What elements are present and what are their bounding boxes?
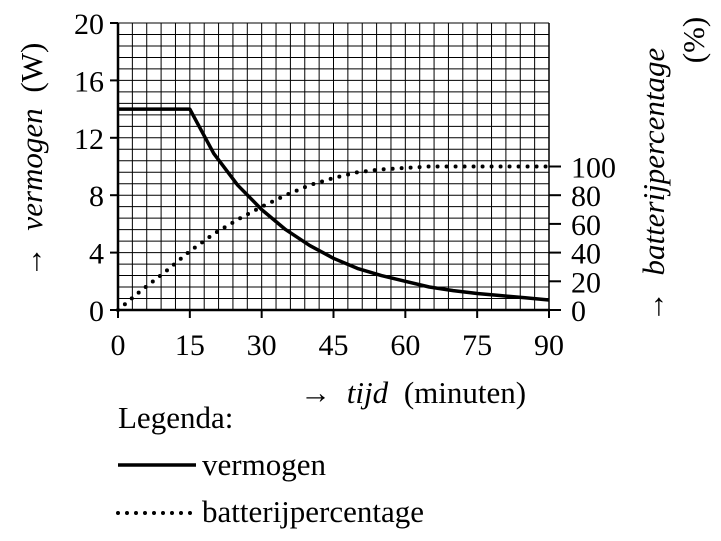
svg-text:→ vermogen (W): → vermogen (W) — [14, 43, 49, 278]
x-label: → tijd (minuten) — [300, 375, 526, 410]
y-right-label: → batterijpercentage — [636, 47, 671, 322]
x-tick-label: 75 — [462, 329, 492, 362]
y-right-tick-label: 20 — [571, 266, 601, 299]
legend: Legenda: vermogen batterijpercentage — [116, 400, 424, 529]
x-label-arrow: → — [300, 375, 331, 410]
legend-title: Legenda: — [118, 400, 233, 435]
series-line-vermogen — [118, 107, 550, 302]
legend-label-batterijpercentage: batterijpercentage — [202, 494, 424, 529]
y-left-tick-label: 12 — [74, 123, 104, 156]
y-right-tick-label: 0 — [571, 295, 586, 328]
y-right-tick-label: 100 — [571, 152, 616, 185]
x-tick-label: 0 — [111, 329, 126, 362]
y-right-label-unit: (%) — [676, 17, 711, 63]
y-left-tick-label: 0 — [89, 295, 104, 328]
svg-text:→ batterijpercentage: → batterijpercentage — [636, 47, 671, 322]
y-left-tick-label: 20 — [74, 8, 104, 41]
y-left-tick-label: 16 — [74, 65, 104, 98]
y-left-label-var: vermogen — [14, 108, 49, 230]
y-left-tick-label: 4 — [89, 238, 104, 271]
y-right-tick-label: 60 — [571, 209, 601, 242]
y-right-label-var: batterijpercentage — [636, 47, 671, 275]
y-right-tick-label: 40 — [571, 238, 601, 271]
y-right-tick-label: 80 — [571, 180, 601, 213]
x-tick-label: 15 — [175, 329, 205, 362]
x-label-var: tijd — [347, 375, 389, 410]
legend-label-vermogen: vermogen — [202, 447, 326, 482]
x-tick-label: 90 — [534, 329, 564, 362]
y-right-unit: (%) — [676, 17, 711, 63]
series-lines — [116, 107, 551, 312]
y-left-label-arrow: → — [14, 246, 49, 277]
y-left-label: → vermogen (W) — [14, 43, 49, 278]
x-tick-label: 45 — [319, 329, 349, 362]
x-tick-label: 60 — [390, 329, 420, 362]
grid — [117, 22, 550, 311]
y-left-label-unit: (W) — [14, 43, 49, 93]
x-tick-label: 30 — [247, 329, 277, 362]
y-right-label-arrow: → — [636, 291, 671, 322]
x-label-unit: (minuten) — [404, 375, 526, 410]
y-left-tick-label: 8 — [89, 180, 104, 213]
